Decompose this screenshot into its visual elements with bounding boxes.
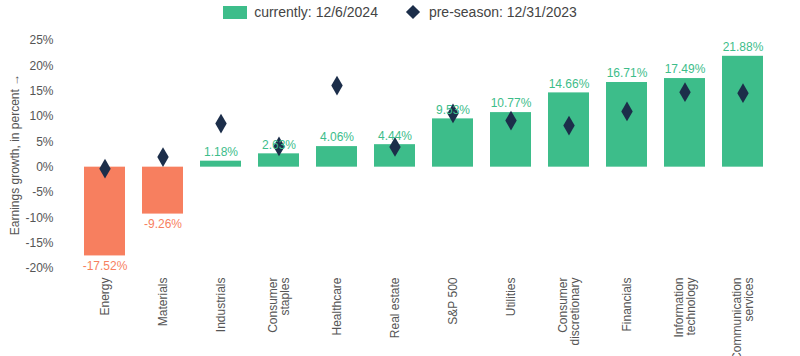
html-text:pre-season: 12/31/2023: pre-season: 12/31/2023	[428, 4, 577, 20]
svg-text:Informationtechnology: Informationtechnology	[672, 278, 698, 338]
svg-text:Energy: Energy	[98, 278, 112, 316]
svg-text:S&P 500: S&P 500	[446, 277, 460, 324]
svg-text:21.88%: 21.88%	[723, 40, 764, 54]
svg-text:Consumerdiscretionary: Consumerdiscretionary	[556, 278, 582, 346]
svg-text:2.63%: 2.63%	[262, 138, 296, 152]
svg-text:Utilities: Utilities	[504, 278, 518, 317]
svg-text:25%: 25%	[29, 33, 53, 47]
svg-text:-17.52%: -17.52%	[83, 259, 128, 273]
svg-text:Industrials: Industrials	[214, 278, 228, 333]
svg-text:-5%: -5%	[32, 185, 54, 199]
svg-text:16.71%: 16.71%	[607, 66, 648, 80]
html-text:currently: 12/6/2024: currently: 12/6/2024	[254, 4, 378, 20]
svg-text:0%: 0%	[36, 160, 54, 174]
svg-text:-10%: -10%	[25, 211, 53, 225]
svg-text:20%: 20%	[29, 59, 53, 73]
svg-text:-20%: -20%	[25, 261, 53, 275]
svg-text:9.53%: 9.53%	[436, 103, 470, 117]
svg-text:-15%: -15%	[25, 236, 53, 250]
svg-text:15%: 15%	[29, 84, 53, 98]
svg-text:Healthcare: Healthcare	[330, 277, 344, 335]
svg-text:14.66%: 14.66%	[549, 77, 590, 91]
svg-text:Consumerstaples: Consumerstaples	[266, 278, 292, 333]
svg-text:10%: 10%	[29, 109, 53, 123]
svg-text:1.18%: 1.18%	[204, 145, 238, 159]
svg-text:10.77%: 10.77%	[491, 96, 532, 110]
svg-text:-9.26%: -9.26%	[144, 217, 182, 231]
svg-text:5%: 5%	[36, 135, 54, 149]
svg-text:4.06%: 4.06%	[320, 130, 354, 144]
svg-text:Earnings growth, in percent →: Earnings growth, in percent →	[8, 74, 22, 235]
svg-text:Real estate: Real estate	[388, 277, 402, 338]
svg-text:Communicationservices: Communicationservices	[730, 278, 756, 356]
svg-text:4.44%: 4.44%	[378, 129, 412, 143]
svg-text:Financials: Financials	[620, 278, 634, 332]
svg-text:Materials: Materials	[156, 278, 170, 327]
svg-text:17.49%: 17.49%	[665, 62, 706, 76]
